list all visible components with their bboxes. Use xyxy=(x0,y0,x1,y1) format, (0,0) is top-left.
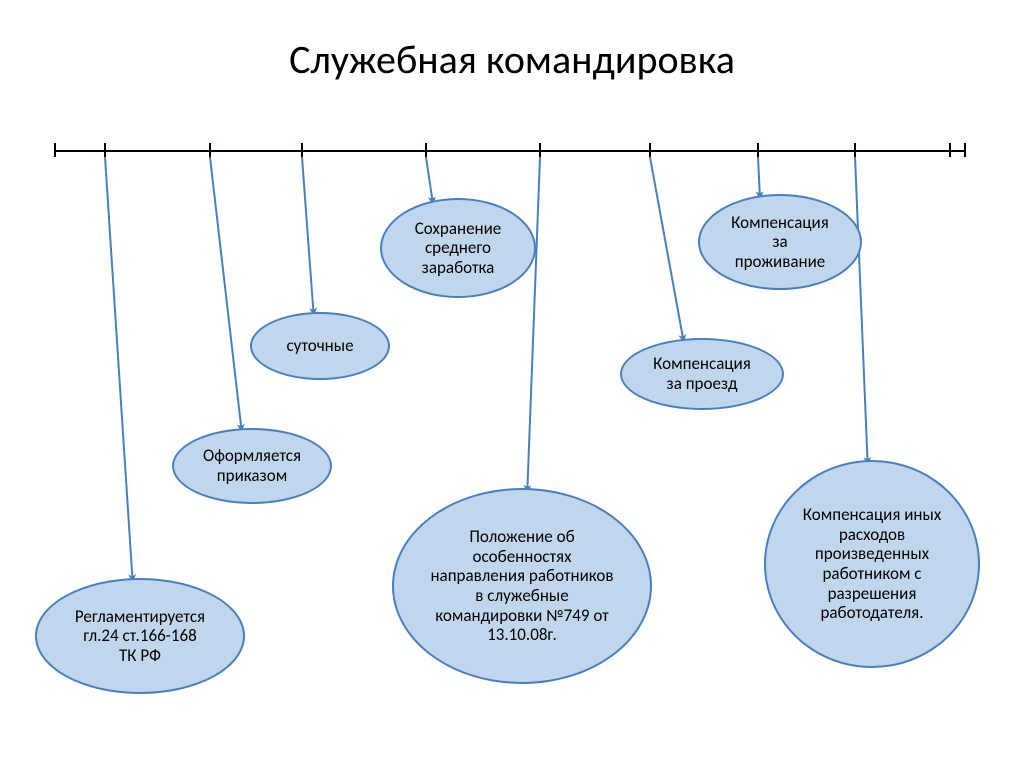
connector-arrow xyxy=(210,157,241,429)
node-label: Регламентируетсягл.24 ст.166-168ТК РФ xyxy=(75,607,205,666)
connector-arrow xyxy=(758,157,760,196)
node-label: Компенсация иныхрасходовпроизведенныхраб… xyxy=(803,505,941,622)
concept-node: Компенсациязапроживание xyxy=(698,194,862,290)
branch-tick xyxy=(649,143,651,157)
concept-node: суточные xyxy=(250,312,390,380)
branch-tick xyxy=(425,143,427,157)
branch-tick xyxy=(539,143,541,157)
node-label: Положение обособенностяхнаправления рабо… xyxy=(430,527,613,644)
connector-arrow xyxy=(426,157,433,202)
connector-arrow xyxy=(105,157,133,579)
connector-arrow xyxy=(650,157,683,340)
node-label: Сохранениесреднегозаработка xyxy=(415,219,502,278)
concept-node: Сохранениесреднегозаработка xyxy=(380,198,536,298)
connector-arrow xyxy=(302,157,313,313)
branch-tick xyxy=(209,143,211,157)
concept-node: Положение обособенностяхнаправления рабо… xyxy=(392,488,652,684)
concept-node: Регламентируетсягл.24 ст.166-168ТК РФ xyxy=(35,578,245,694)
connector-arrow xyxy=(527,157,540,490)
branch-tick xyxy=(949,143,951,157)
connector-arrow xyxy=(855,157,868,462)
timeline-tick xyxy=(54,143,56,157)
branch-tick xyxy=(104,143,106,157)
branch-tick xyxy=(757,143,759,157)
diagram-canvas: Служебная командировка Регламентируетсяг… xyxy=(0,0,1024,768)
concept-node: Компенсацияза проезд xyxy=(620,338,784,410)
timeline-bar xyxy=(55,150,965,152)
node-label: Компенсацияза проезд xyxy=(653,354,751,393)
diagram-title: Служебная командировка xyxy=(0,35,1024,84)
branch-tick xyxy=(301,143,303,157)
timeline-tick xyxy=(964,143,966,157)
node-label: Компенсациязапроживание xyxy=(731,213,829,272)
node-label: Оформляетсяприказом xyxy=(203,446,301,485)
branch-tick xyxy=(854,143,856,157)
concept-node: Компенсация иныхрасходовпроизведенныхраб… xyxy=(764,460,980,668)
node-label: суточные xyxy=(286,336,353,356)
concept-node: Оформляетсяприказом xyxy=(172,428,332,504)
